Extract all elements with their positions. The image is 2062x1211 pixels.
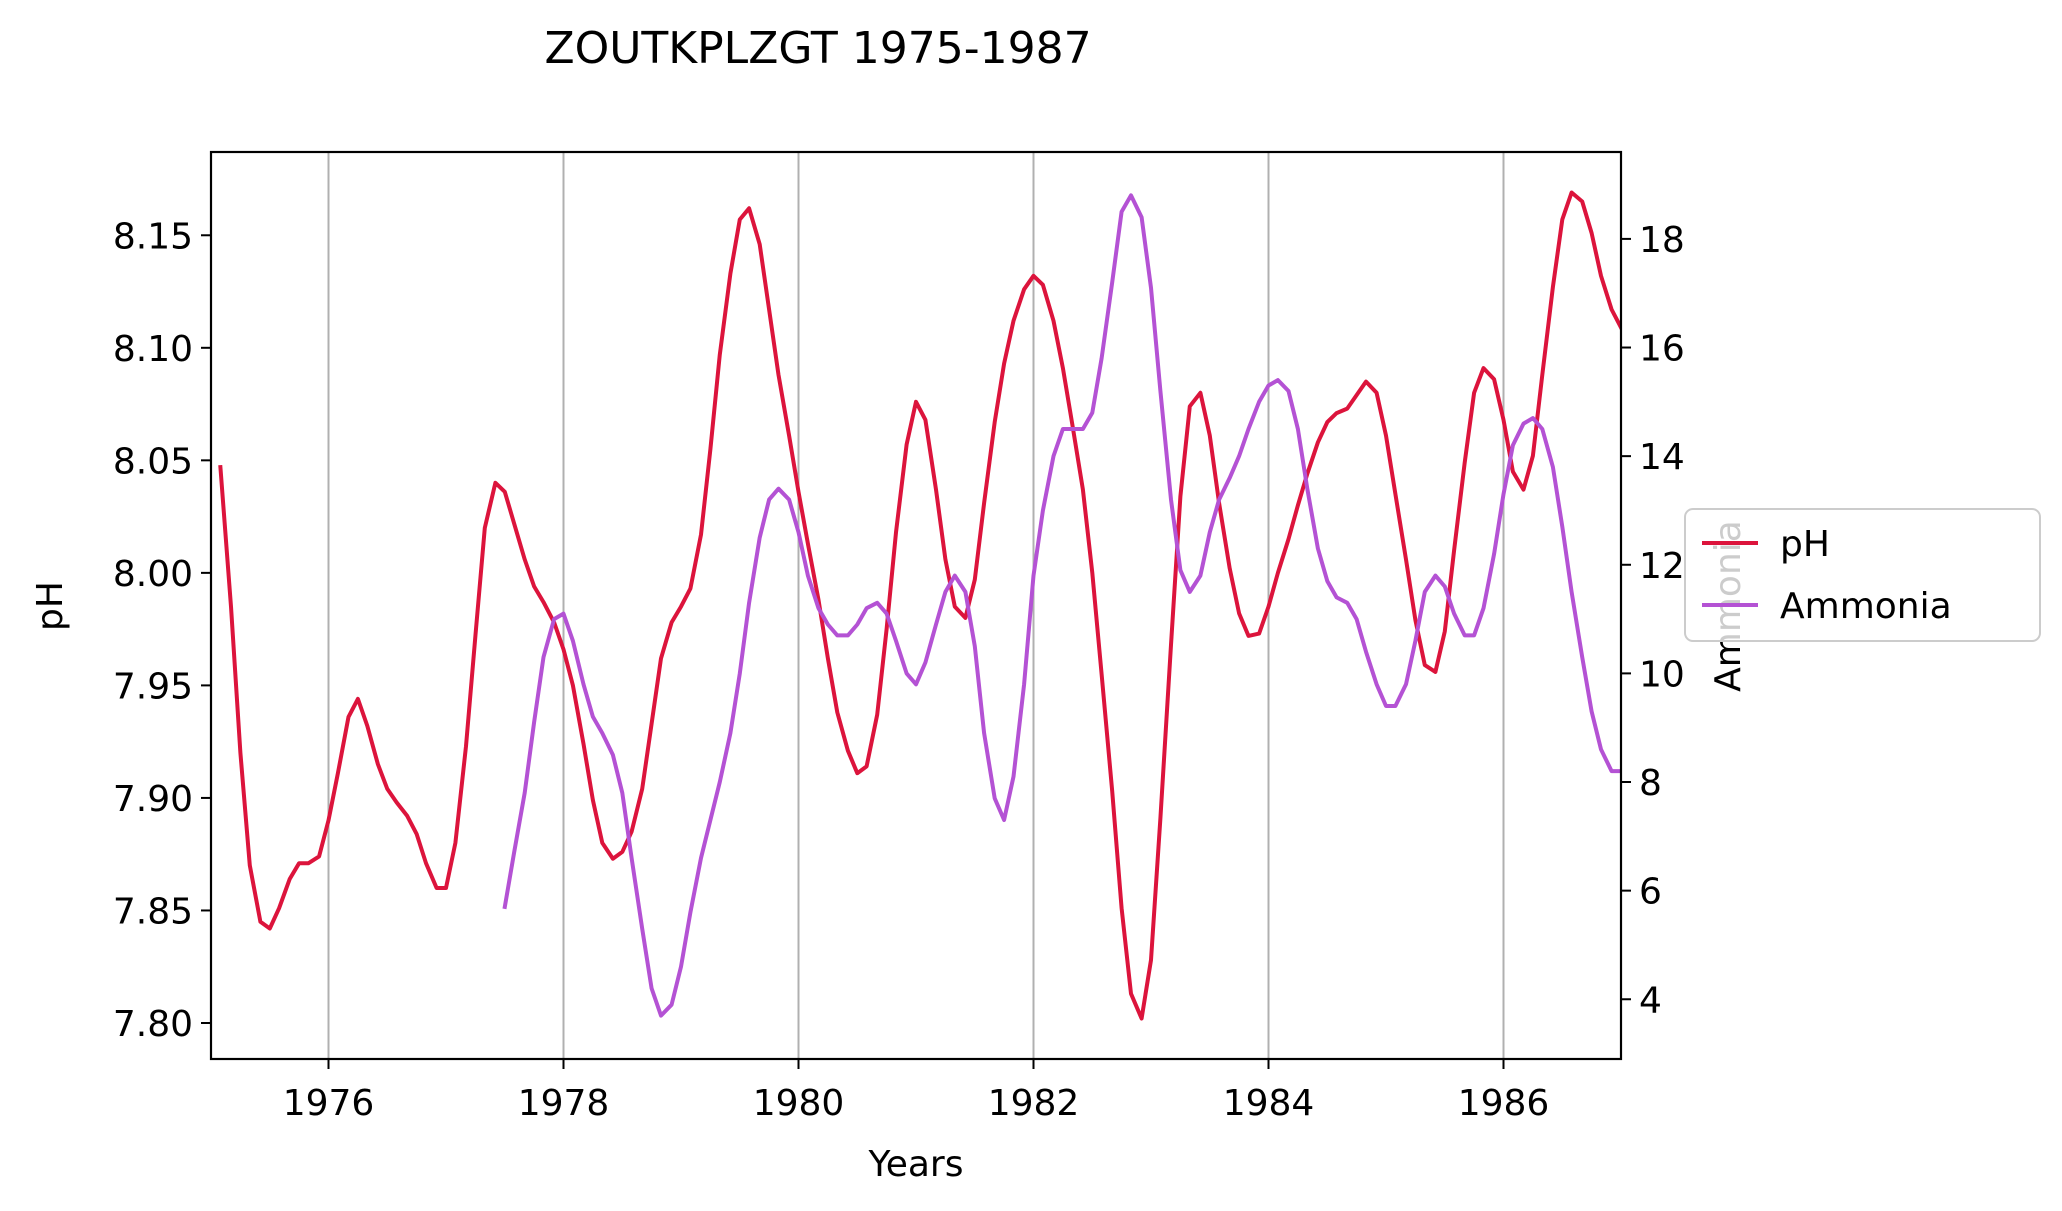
x-tick-label: 1978	[518, 1083, 610, 1124]
y-left-tick-label: 8.15	[113, 216, 193, 257]
y-right-tick-label: 18	[1639, 220, 1685, 261]
x-tick-label: 1980	[753, 1083, 845, 1124]
y-right-axis-ticks: 4 6 8 10 12 14 16 18	[1621, 220, 1685, 1021]
y-left-tick-label: 8.00	[113, 554, 193, 595]
x-axis-label: Years	[868, 1144, 964, 1185]
y-left-tick-label: 8.10	[113, 329, 193, 370]
legend-label-ph: pH	[1780, 524, 1830, 565]
y-left-tick-label: 7.95	[113, 666, 193, 707]
x-tick-label: 1982	[988, 1083, 1080, 1124]
x-tick-label: 1986	[1458, 1083, 1550, 1124]
y-left-axis-ticks: 7.80 7.85 7.90 7.95 8.00 8.05 8.10 8.15	[113, 216, 211, 1045]
y-right-tick-label: 12	[1639, 546, 1685, 587]
y-left-tick-label: 7.85	[113, 891, 193, 932]
legend-box	[1684, 508, 2041, 642]
y-left-tick-label: 7.80	[113, 1004, 193, 1045]
y-right-tick-label: 10	[1639, 654, 1685, 695]
y-left-tick-label: 8.05	[113, 441, 193, 482]
y-right-tick-label: 8	[1639, 763, 1662, 804]
x-tick-label: 1984	[1223, 1083, 1315, 1124]
grid-lines	[327, 152, 1505, 1059]
y-right-tick-label: 14	[1639, 437, 1685, 478]
y-left-tick-label: 7.90	[113, 779, 193, 820]
chart-title: ZOUTKPLZGT 1975-1987	[544, 23, 1091, 74]
series-line-ph	[218, 190, 1621, 1021]
legend-label-ammonia: Ammonia	[1780, 586, 1952, 627]
x-axis-ticks: 1976 1978 1980 1982 1984 1986	[283, 1059, 1550, 1124]
y-right-tick-label: 4	[1639, 980, 1662, 1021]
y-right-tick-label: 16	[1639, 329, 1685, 370]
series-line-ammonia	[502, 193, 1621, 1018]
x-tick-label: 1976	[283, 1083, 375, 1124]
y-right-tick-label: 6	[1639, 872, 1662, 913]
legend: pH Ammonia	[1684, 508, 2041, 642]
plot-frame	[209, 150, 1623, 1061]
series-lines	[218, 190, 1621, 1021]
y-left-axis-label: pH	[30, 581, 71, 631]
